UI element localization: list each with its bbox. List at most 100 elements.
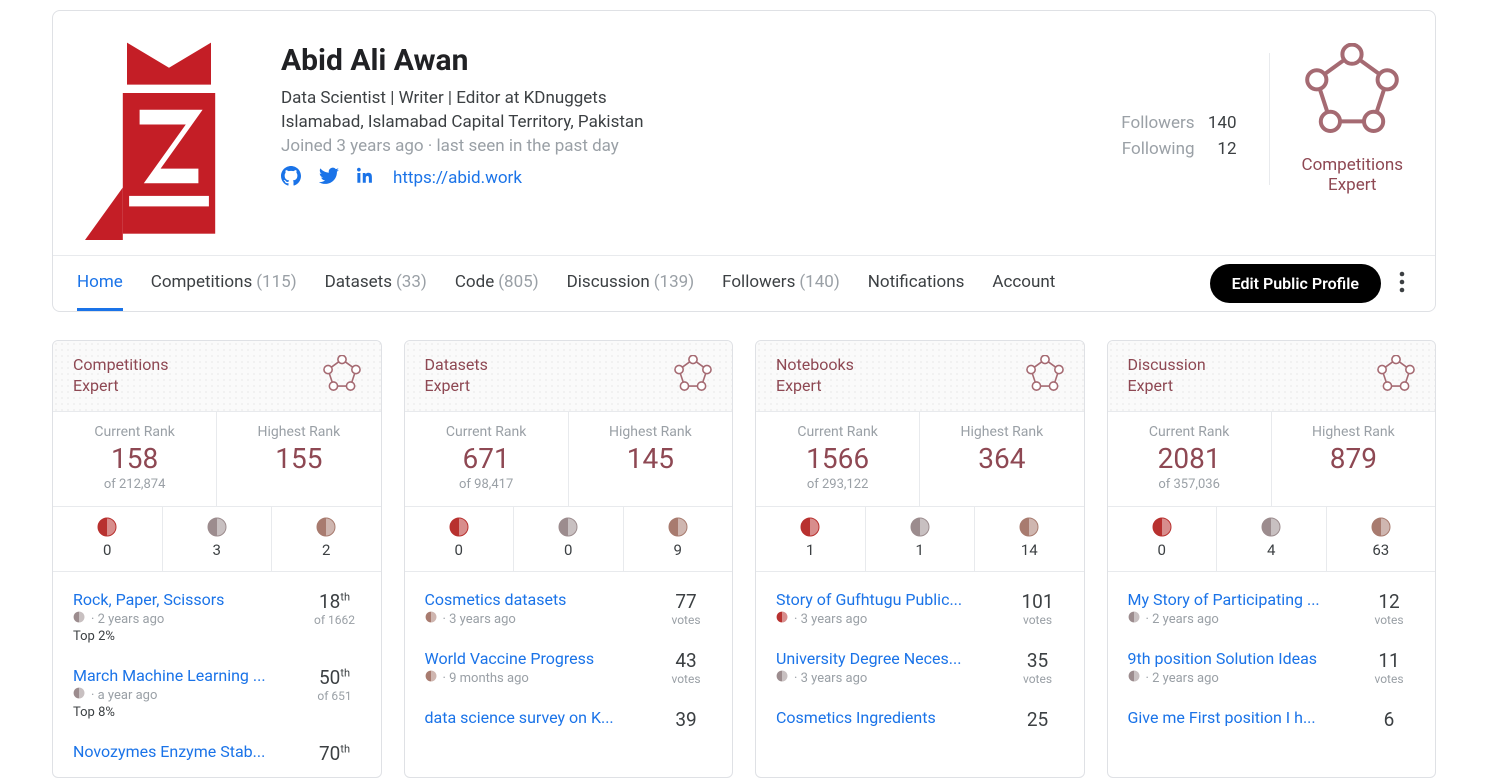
medal-icon [425,670,437,686]
medal-gold: 0 [405,507,514,571]
item-title[interactable]: Cosmetics datasets [425,590,647,609]
profile-header: Abid Ali Awan Data Scientist | Writer | … [53,11,1435,255]
highest-rank: Highest Rank879 [1272,412,1435,506]
medal-icon [624,517,733,541]
profile-meta: Joined 3 years ago · last seen in the pa… [281,136,1093,156]
card-header: DatasetsExpert [405,341,733,412]
item-title[interactable]: Novozymes Enzyme Stab... [73,742,295,761]
card-items: Story of Gufhtugu Public... · 3 years ag… [756,572,1084,743]
social-row: https://abid.work [281,166,1093,190]
medal-bronze: 14 [974,507,1084,571]
medal-silver: 1 [865,507,975,571]
tab-datasets[interactable]: Datasets(33) [325,256,427,311]
edit-profile-button[interactable]: Edit Public Profile [1210,264,1381,303]
occupation: Data Scientist | Writer | Editor at KDnu… [281,88,1093,108]
github-icon[interactable] [281,166,301,190]
tab-home[interactable]: Home [77,256,123,311]
joined-text: Joined 3 years ago [281,136,424,156]
tier-level: Expert [1302,175,1403,195]
item-stat-sub: votes [1012,613,1064,627]
followers-row[interactable]: Followers 140 [1121,113,1236,133]
list-item: University Degree Neces... · 3 years ago… [776,639,1064,698]
profile-tabs: Home Competitions(115) Datasets(33) Code… [77,256,1210,311]
medal-icon [1108,517,1217,541]
website-link[interactable]: https://abid.work [393,168,522,188]
medal-icon [1128,670,1140,686]
tier-icon [1377,355,1415,397]
summary-card: CompetitionsExpertCurrent Rank158of 212,… [52,340,382,778]
tab-notifications[interactable]: Notifications [868,256,965,311]
followers-label: Followers [1121,113,1194,133]
item-stat: 18th [309,590,361,613]
item-title[interactable]: data science survey on K... [425,708,647,727]
twitter-icon[interactable] [319,167,339,189]
tier-icon [1026,355,1064,397]
tier-icon [323,355,361,397]
item-title[interactable]: Story of Gufhtugu Public... [776,590,998,609]
item-title[interactable]: Give me First position I h... [1128,708,1350,727]
tab-competitions[interactable]: Competitions(115) [151,256,297,311]
item-stat: 77 [660,590,712,613]
medal-icon [756,517,865,541]
list-item: My Story of Participating ... · 2 years … [1128,580,1416,639]
list-item: Rock, Paper, Scissors · 2 years agoTop 2… [73,580,361,656]
item-title[interactable]: University Degree Neces... [776,649,998,668]
item-title[interactable]: Cosmetics Ingredients [776,708,998,727]
medal-icon [514,517,623,541]
tab-account[interactable]: Account [992,256,1055,311]
rank-section: Current Rank158of 212,874Highest Rank155 [53,412,381,507]
follow-stats: Followers 140 Following 12 [1121,53,1269,185]
medal-icon [776,611,788,627]
card-header: DiscussionExpert [1108,341,1436,412]
list-item: World Vaccine Progress · 9 months ago43v… [425,639,713,698]
following-label: Following [1122,139,1195,159]
followers-count: 140 [1203,113,1237,133]
medal-icon [975,517,1084,541]
following-count: 12 [1203,139,1237,159]
item-meta: · 3 years ago [425,611,647,627]
item-title[interactable]: March Machine Learning ... [73,666,295,685]
item-title[interactable]: World Vaccine Progress [425,649,647,668]
medal-icon [776,670,788,686]
tab-followers[interactable]: Followers(140) [722,256,840,311]
rank-section: Current Rank671of 98,417Highest Rank145 [405,412,733,507]
following-row[interactable]: Following 12 [1121,139,1236,159]
card-title: DatasetsExpert [425,355,488,397]
list-item: Story of Gufhtugu Public... · 3 years ag… [776,580,1064,639]
card-title: NotebooksExpert [776,355,854,397]
list-item: Give me First position I h...6 [1128,698,1416,743]
list-item: data science survey on K...39 [425,698,713,743]
medal-icon [1327,517,1436,541]
item-meta: · 2 years ago [1128,611,1350,627]
item-stat-sub: votes [1363,613,1415,627]
item-title[interactable]: My Story of Participating ... [1128,590,1350,609]
item-stat-sub: votes [1363,672,1415,686]
medal-bronze: 9 [623,507,733,571]
summary-cards: CompetitionsExpertCurrent Rank158of 212,… [52,340,1436,778]
tab-code[interactable]: Code(805) [455,256,539,311]
item-percentile: Top 2% [73,629,295,644]
item-meta: · a year ago [73,687,295,703]
item-title[interactable]: 9th position Solution Ideas [1128,649,1350,668]
list-item: March Machine Learning ... · a year ago T… [73,656,361,732]
item-percentile: Top 8% [73,705,295,720]
item-stat: 11 [1363,649,1415,672]
summary-card: DatasetsExpert Current Rank671of 98,417Hi… [404,340,734,778]
item-title[interactable]: Rock, Paper, Scissors [73,590,295,609]
tier-block: Competitions Expert [1302,43,1403,195]
medal-section: 0463 [1108,507,1436,572]
current-rank: Current Rank671of 98,417 [405,412,569,506]
highest-rank: Highest Rank364 [920,412,1083,506]
tab-discussion[interactable]: Discussion(139) [567,256,695,311]
medal-icon [53,517,162,541]
item-stat: 43 [660,649,712,672]
avatar [85,35,253,235]
linkedin-icon[interactable] [357,167,375,189]
more-menu-icon[interactable] [1393,265,1411,303]
item-stat-sub: votes [660,672,712,686]
current-rank: Current Rank1566of 293,122 [756,412,920,506]
medal-silver: 4 [1216,507,1326,571]
medal-icon [73,611,85,627]
item-meta: · 3 years ago [776,611,998,627]
item-stat: 25 [1012,708,1064,731]
